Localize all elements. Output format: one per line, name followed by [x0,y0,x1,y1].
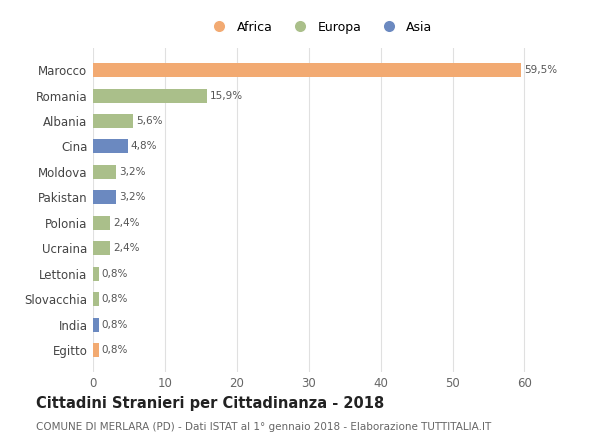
Text: Cittadini Stranieri per Cittadinanza - 2018: Cittadini Stranieri per Cittadinanza - 2… [36,396,384,411]
Bar [93,267,99,281]
Bar [93,165,116,179]
Bar [93,63,521,77]
Text: 3,2%: 3,2% [119,192,145,202]
Text: 0,8%: 0,8% [101,269,128,279]
Bar [93,216,110,230]
Bar [93,241,110,255]
Text: 0,8%: 0,8% [101,319,128,330]
Text: 59,5%: 59,5% [524,65,557,75]
Bar [93,139,128,154]
Bar [93,191,116,204]
Bar [93,292,99,306]
Text: 2,4%: 2,4% [113,243,140,253]
Text: 2,4%: 2,4% [113,218,140,228]
Bar [93,343,99,357]
Text: 15,9%: 15,9% [210,91,244,101]
Text: 0,8%: 0,8% [101,294,128,304]
Text: 4,8%: 4,8% [130,142,157,151]
Bar [93,114,133,128]
Text: 0,8%: 0,8% [101,345,128,355]
Text: 3,2%: 3,2% [119,167,145,177]
Bar [93,88,208,103]
Text: 5,6%: 5,6% [136,116,163,126]
Bar [93,318,99,332]
Text: COMUNE DI MERLARA (PD) - Dati ISTAT al 1° gennaio 2018 - Elaborazione TUTTITALIA: COMUNE DI MERLARA (PD) - Dati ISTAT al 1… [36,422,491,433]
Legend: Africa, Europa, Asia: Africa, Europa, Asia [202,16,437,39]
